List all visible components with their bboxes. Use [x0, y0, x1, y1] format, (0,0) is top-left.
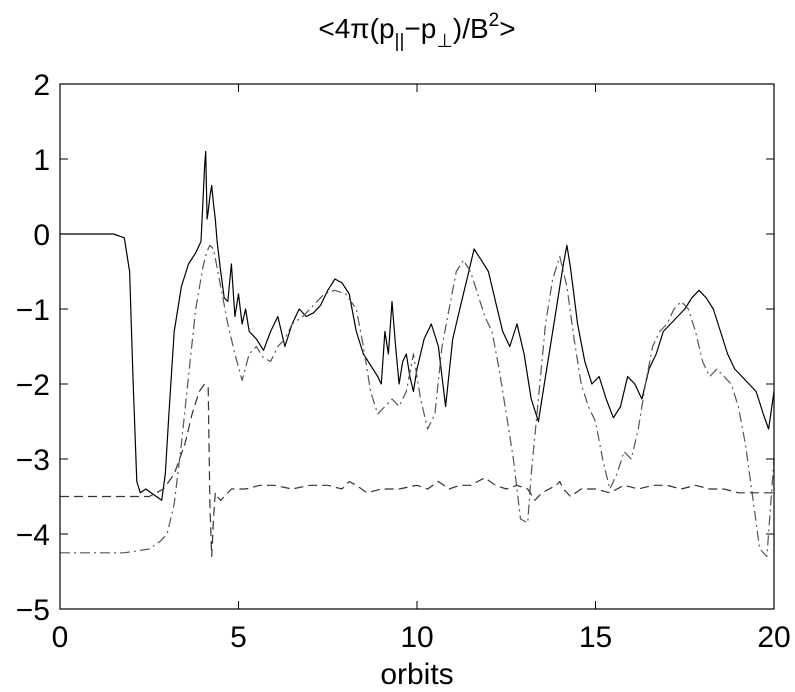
axes-frame — [59, 83, 775, 610]
series-line-dashed — [60, 383, 774, 558]
x-tick-label: 20 — [757, 621, 790, 654]
x-tick-label: 15 — [579, 621, 612, 654]
series-line-dash-dot — [60, 244, 775, 558]
x-axis-label: orbits — [380, 658, 453, 691]
chart-title: <4π(p||−p⊥)/B2> — [318, 10, 515, 52]
y-tick-label: 2 — [33, 69, 50, 102]
y-tick-label: 0 — [33, 219, 50, 252]
y-tick-label: −4 — [16, 519, 50, 552]
y-tick-label: −2 — [16, 369, 50, 402]
x-tick-label: 5 — [230, 621, 247, 654]
x-tick-label: 0 — [52, 621, 69, 654]
y-tick-label: −5 — [16, 594, 50, 627]
y-tick-label: −1 — [16, 294, 50, 327]
y-tick-label: −3 — [16, 444, 50, 477]
series-line-solid — [60, 150, 775, 501]
plot-area — [60, 150, 775, 558]
x-tick-label: 10 — [400, 621, 433, 654]
y-tick-label: 1 — [33, 144, 50, 177]
